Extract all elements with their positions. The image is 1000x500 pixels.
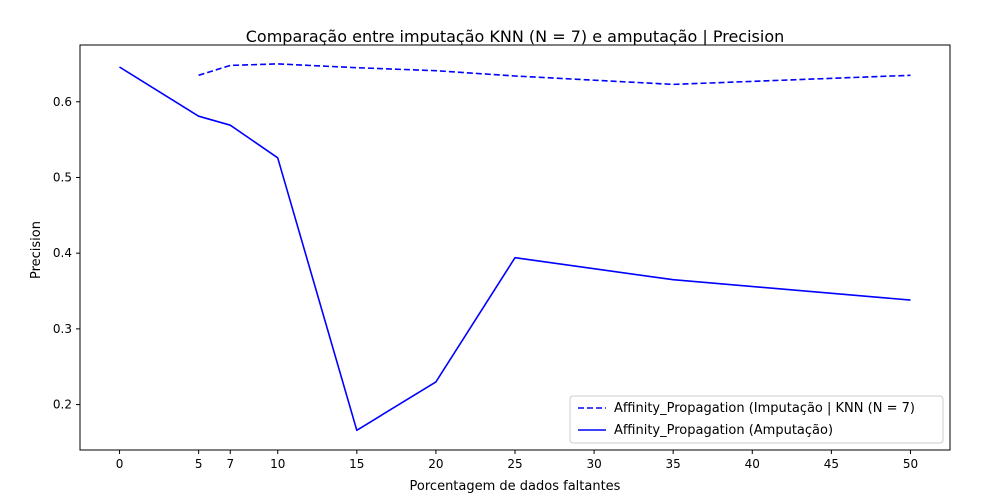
legend-box — [569, 395, 944, 444]
x-tick-label: 45 — [824, 457, 839, 471]
x-tick-label: 50 — [903, 457, 918, 471]
y-axis-label: Precision — [29, 221, 44, 279]
y-axis: 0.2 0.3 0.4 0.5 0.6 — [53, 95, 80, 412]
x-tick-label: 40 — [745, 457, 760, 471]
x-tick-label: 10 — [270, 457, 285, 471]
series-lines — [119, 63, 911, 432]
legend-label-imputacao: Affinity_Propagation (Imputação | KNN (N… — [614, 401, 915, 416]
y-tick-label: 0.3 — [53, 322, 72, 336]
y-tick-label: 0.6 — [53, 95, 72, 109]
y-tick-label: 0.2 — [53, 398, 72, 412]
x-axis: 0 5 7 10 15 20 25 30 35 40 45 50 — [116, 450, 918, 471]
series-line-imputacao — [198, 63, 911, 86]
x-tick-label: 0 — [116, 457, 124, 471]
chart-title: Comparação entre imputação KNN (N = 7) e… — [246, 27, 785, 46]
y-tick-label: 0.5 — [53, 170, 72, 184]
x-tick-label: 35 — [666, 457, 681, 471]
x-tick-label: 20 — [428, 457, 443, 471]
x-axis-label: Porcentagem de dados faltantes — [410, 479, 621, 494]
plot-area — [79, 44, 951, 451]
x-tick-label: 5 — [195, 457, 203, 471]
y-tick-label: 0.4 — [53, 246, 72, 260]
x-tick-label: 15 — [349, 457, 364, 471]
x-tick-label: 25 — [507, 457, 522, 471]
x-tick-label: 7 — [226, 457, 234, 471]
legend-label-amputacao: Affinity_Propagation (Amputação) — [614, 423, 833, 438]
series-line-amputacao — [119, 66, 911, 432]
x-tick-label: 30 — [586, 457, 601, 471]
legend: Affinity_Propagation (Imputação | KNN (N… — [569, 395, 944, 444]
